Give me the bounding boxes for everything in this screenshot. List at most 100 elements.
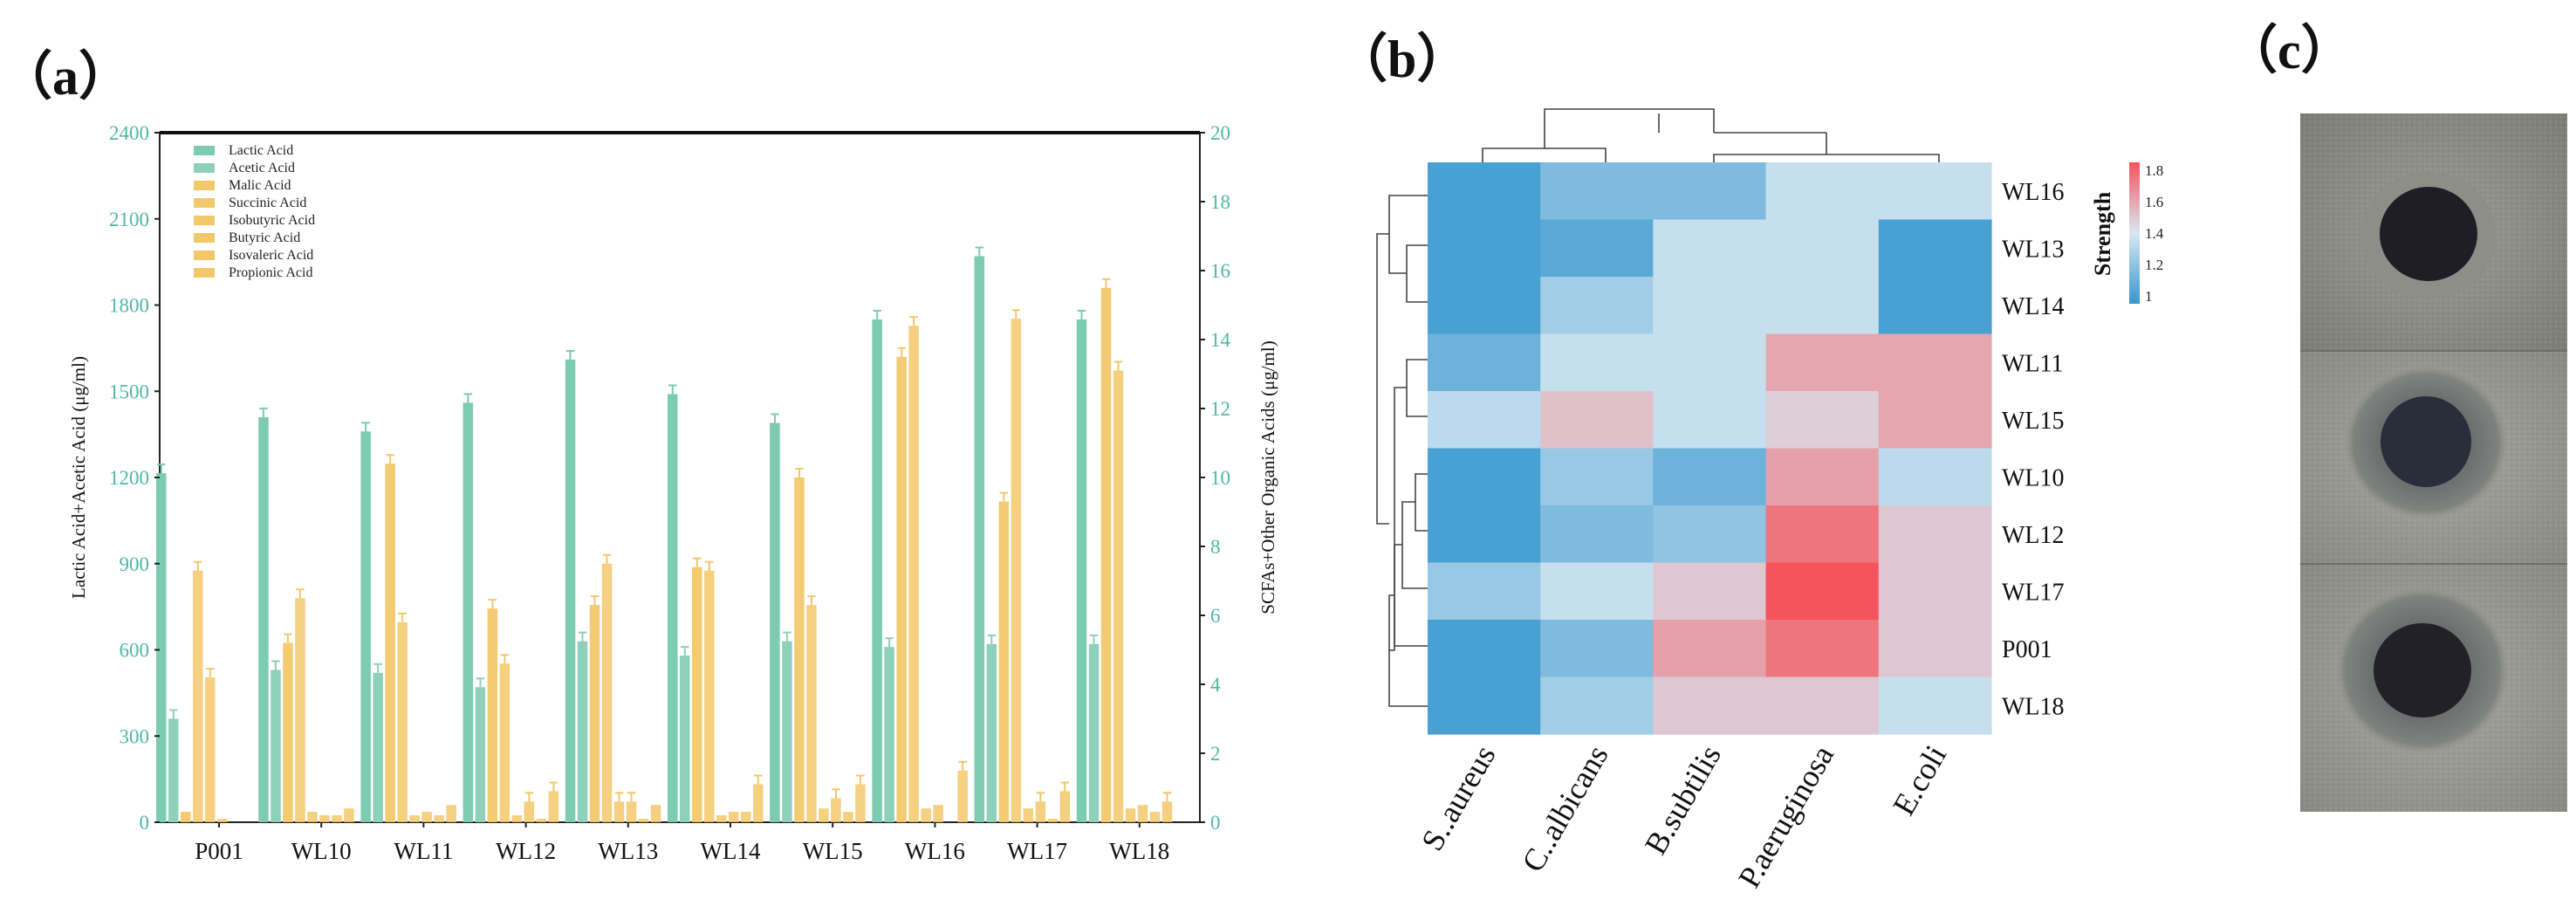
bar-butyric-acid-wl17 [1035,801,1046,822]
heatmap-cell-wl10-1 [1540,448,1654,506]
bar-isobutyric-acid-wl18 [1125,808,1136,822]
x-tick-label: WL14 [701,838,761,864]
y-tick-left: 300 [120,725,150,747]
heatmap-cell-wl13-2 [1653,219,1767,278]
bar-propionic-acid-wl13 [650,805,661,823]
y-tick-left: 1800 [109,295,149,317]
bar-propionic-acid-wl10 [344,808,354,822]
heatmap-cell-p001-1 [1540,620,1654,678]
sample-disc-2 [2381,396,2471,487]
legend-swatch [194,216,215,225]
legend-label: Succinic Acid [229,196,306,210]
bar-isovaleric-acid-wl10 [332,815,342,822]
heatmap-row-label: WL16 [2002,179,2065,206]
inhibition-zone-photo [2300,113,2567,812]
heatmap-cell-wl11-0 [1428,333,1541,392]
bar-butyric-acid-wl18 [1137,805,1148,823]
y-tick-right: 18 [1210,191,1230,213]
bar-malic-acid-wl16 [896,356,907,823]
heatmap-cell-wl12-2 [1653,505,1767,564]
bar-lactic-acid-wl11 [360,431,371,822]
bar-succinic-acid-wl12 [499,663,510,822]
y-tick-left: 0 [140,812,150,834]
bar-lactic-acid-wl16 [872,319,882,822]
bar-propionic-acid-wl14 [753,784,764,822]
heatmap-cell-wl16-4 [1878,162,1992,221]
y-tick-right: 16 [1210,260,1230,282]
y-tick-right: 0 [1210,812,1221,834]
bar-malic-acid-wl12 [487,608,498,822]
bar-propionic-acid-wl15 [855,784,866,822]
y-tick-left: 1200 [109,467,149,489]
colorbar-tick-label: 1 [2145,288,2153,305]
bar-malic-acid-wl17 [998,501,1010,822]
colorbar-tick-label: 1.6 [2145,194,2163,210]
heatmap-cell-wl11-1 [1540,333,1654,392]
bar-chart-organic-acids: 0 300 600 900 1200 1500 1800 2100 2400 0 2 4 6 8 10 12… [68,122,1278,864]
heatmap-cell-wl15-2 [1653,391,1767,450]
heatmap-cell-wl16-1 [1540,162,1654,221]
heatmap-cell-wl12-1 [1540,505,1654,564]
bar-succinic-acid-wl15 [806,605,817,822]
bar-isobutyric-acid-wl15 [819,808,829,822]
bar-malic-acid-wl18 [1100,287,1112,823]
bar-isobutyric-acid-wl12 [511,815,523,822]
bar-isovaleric-acid-wl11 [434,815,444,822]
heatmap-row-label: WL17 [2002,579,2065,606]
y-tick-left: 2100 [109,209,149,230]
bar-propionic-acid-wl18 [1161,801,1173,822]
legend-label: Malic Acid [229,178,291,193]
bar-acetic-acid-wl15 [782,641,792,822]
x-tick-label: WL11 [394,838,453,864]
heatmap-column-label: C..albicans [1515,739,1615,878]
heatmap-cell-wl11-4 [1878,333,1992,392]
x-tick-label: WL16 [905,838,965,864]
bar-isobutyric-acid-p001 [205,677,216,822]
heatmap-column-label: E.coli [1886,739,1953,821]
heatmap-cell-wl18-0 [1428,676,1541,735]
colorbar-tick-label: 1.2 [2145,257,2163,273]
bar-butyric-acid-wl13 [626,801,637,822]
colorbar-tick-label: 1.8 [2145,162,2163,179]
legend-label: Isobutyric Acid [229,213,315,228]
bar-lactic-acid-p001 [156,473,167,822]
bar-malic-acid-wl15 [794,477,805,822]
heatmap-row-label: WL13 [2002,236,2065,263]
bar-propionic-acid-wl17 [1059,791,1071,822]
bar-isovaleric-acid-wl13 [638,819,649,822]
colorbar-title: Strength [2090,191,2115,276]
heatmap-cell-wl18-4 [1878,676,1992,735]
heatmap-cell-wl12-3 [1765,505,1880,564]
heatmap-column-label: S..aureus [1415,739,1503,856]
bar-butyric-acid-wl10 [319,815,330,822]
bar-malic-acid-wl11 [385,463,395,822]
heatmap-cell-wl14-2 [1653,277,1767,335]
heatmap-cell-wl17-4 [1878,562,1992,621]
heatmap-row-label: P001 [2002,636,2052,663]
sample-disc-1 [2380,187,2477,281]
bar-acetic-acid-wl10 [271,669,281,822]
bar-lactic-acid-wl17 [974,256,985,822]
bar-lactic-acid-wl15 [770,422,780,822]
y-tick-left: 1500 [109,381,149,402]
y-tick-right: 6 [1210,605,1221,627]
legend-label: Butyric Acid [229,230,300,245]
legend-label: Acetic Acid [229,161,295,175]
heatmap-cell-wl15-1 [1540,391,1654,450]
y-tick-left: 600 [120,640,150,662]
bar-lactic-acid-wl10 [258,416,269,822]
heatmap-row-label: WL15 [2002,408,2065,435]
bar-isobutyric-acid-wl17 [1023,808,1034,822]
bar-isovaleric-acid-wl15 [843,812,853,822]
legend-label: Propionic Acid [229,265,312,280]
bar-succinic-acid-wl11 [397,621,408,822]
bar-propionic-acid-wl11 [446,805,456,823]
bar-lactic-acid-wl18 [1076,319,1087,822]
column-dendrogram [1482,108,1940,162]
x-tick-label: WL13 [598,838,658,864]
legend-swatch [194,198,215,208]
y-tick-right: 2 [1210,743,1221,765]
heatmap-cell-wl16-2 [1653,162,1767,221]
bar-lactic-acid-wl12 [462,402,474,822]
